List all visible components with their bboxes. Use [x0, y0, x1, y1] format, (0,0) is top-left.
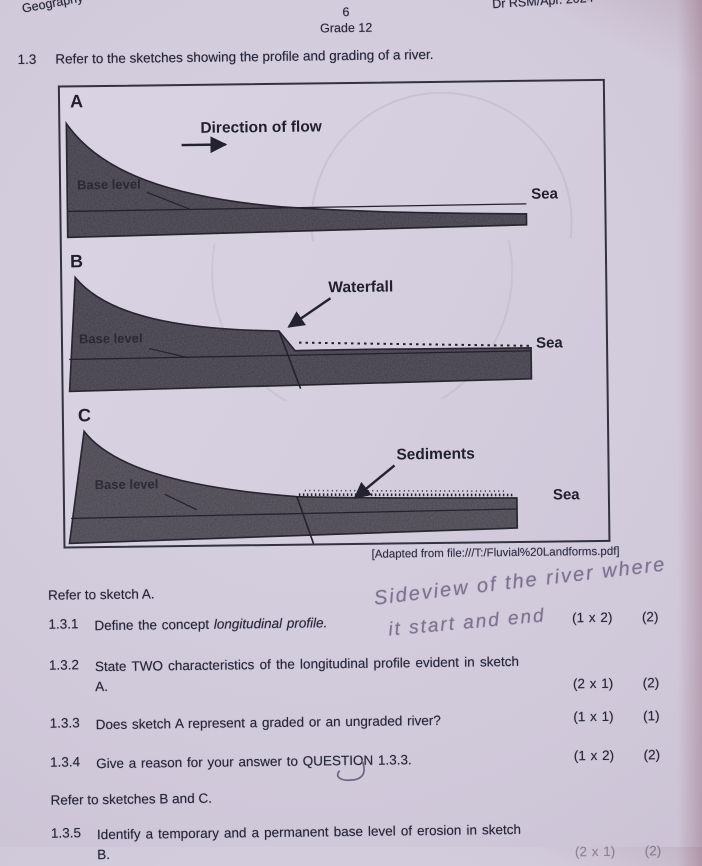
- base-level-line: [69, 350, 532, 361]
- question-row-1-3-2: 1.3.2 State TWO characteristics of the l…: [3, 650, 702, 699]
- sketch-c: C Sediments Base level Sea: [68, 405, 581, 545]
- question-number: 1.3.5: [50, 825, 82, 841]
- question-text-plain: Define the concept: [94, 616, 214, 634]
- sediments-label: Sediments: [396, 445, 475, 463]
- base-level-pointer: [148, 347, 190, 359]
- waterfall-face-line: [278, 330, 302, 389]
- waterfall-arrow-icon: [287, 297, 332, 328]
- base-level-pointer: [146, 191, 190, 210]
- base-level-pointer: [164, 493, 198, 511]
- marks-calculation: (1 x 1): [573, 708, 614, 725]
- sketch-b-letter: B: [70, 251, 83, 271]
- question-row-1-3-5: 1.3.5 Identify a temporary and a permane…: [5, 818, 702, 866]
- sketch-a-letter: A: [70, 91, 83, 111]
- sediments-arrow-icon: [353, 464, 396, 500]
- marks-total: (2): [643, 747, 661, 763]
- question-number: 1.3.3: [49, 715, 80, 731]
- sediments-speckle-2: [304, 489, 505, 492]
- question-text: State TWO characteristics of the longitu…: [94, 653, 520, 695]
- base-level-line: [71, 508, 518, 520]
- figure-caption: [Adapted from file:///T:/Fluvial%20Landf…: [371, 545, 620, 561]
- sea-label: Sea: [553, 486, 581, 503]
- question-text: Does sketch A represent a graded or an u…: [95, 712, 441, 733]
- marks-calculation: (2 x 1): [574, 843, 616, 860]
- pen-squiggle: [336, 760, 365, 782]
- question-text: Identify a temporary and a permanent bas…: [96, 821, 522, 863]
- base-level-label: Base level: [79, 331, 143, 347]
- river-profile-a: [65, 120, 528, 239]
- header-center: 6 Grade 12: [246, 3, 446, 37]
- refer-sketches-b-c: Refer to sketches B and C.: [50, 790, 212, 808]
- base-level-line: [67, 203, 527, 213]
- marks-calculation: (1 x 2): [573, 747, 615, 764]
- base-level-label: Base level: [95, 476, 159, 492]
- question-number: 1.3.4: [50, 754, 81, 770]
- sediments-speckle: [298, 493, 515, 497]
- handwriting-annotation-line1: Sideview of the river where: [372, 553, 668, 610]
- question-number: 1.3: [17, 51, 37, 68]
- sketch-a: A Direction of flow Base level Sea: [65, 91, 573, 245]
- refer-sketch-a: Refer to sketch A.: [47, 586, 155, 603]
- header-author: Dr RSM/Apr. 2024: [491, 0, 594, 12]
- waterfall-label: Waterfall: [328, 278, 393, 296]
- buried-waterfall-line: [296, 496, 315, 544]
- sketch-c-letter: C: [78, 405, 91, 425]
- question-number: 1.3.1: [48, 616, 79, 632]
- flow-arrow-icon: [181, 136, 228, 154]
- marks-total: (2): [641, 609, 659, 625]
- question-row-1-3-3: 1.3.3 Does sketch A represent a graded o…: [4, 708, 702, 737]
- question-number: 1.3.2: [48, 657, 80, 673]
- sea-label: Sea: [531, 185, 559, 202]
- marks-total: (2): [642, 675, 660, 691]
- header-subject: Geography: [20, 0, 85, 16]
- marks-total: (1): [643, 708, 660, 724]
- question-text: Give a reason for your answer to QUESTIO…: [96, 752, 412, 772]
- sketch-b: B Waterfall Base level Sea: [68, 238, 564, 404]
- question-row-1-3-1: 1.3.1 Define the concept longitudinal pr…: [2, 609, 702, 638]
- photocopy-artifact: [211, 238, 514, 404]
- grade-label: Grade 12: [320, 20, 373, 36]
- base-level-label: Base level: [77, 177, 141, 193]
- figure-box: A Direction of flow Base level Sea B Wat…: [57, 78, 611, 549]
- river-profile-b: [68, 275, 533, 393]
- question-text-italic: longitudinal profile.: [213, 615, 328, 632]
- direction-of-flow-label: Direction of flow: [200, 118, 323, 136]
- question-text: Refer to the sketches showing the profil…: [55, 46, 434, 67]
- river-profile-c: [68, 429, 519, 545]
- sea-label: Sea: [536, 334, 564, 351]
- question-1-3-intro: 1.3 Refer to the sketches showing the pr…: [17, 47, 433, 67]
- marks-total: (2): [644, 843, 662, 859]
- marks-calculation: (2 x 1): [572, 675, 614, 692]
- marks-calculation: (1 x 2): [572, 609, 613, 626]
